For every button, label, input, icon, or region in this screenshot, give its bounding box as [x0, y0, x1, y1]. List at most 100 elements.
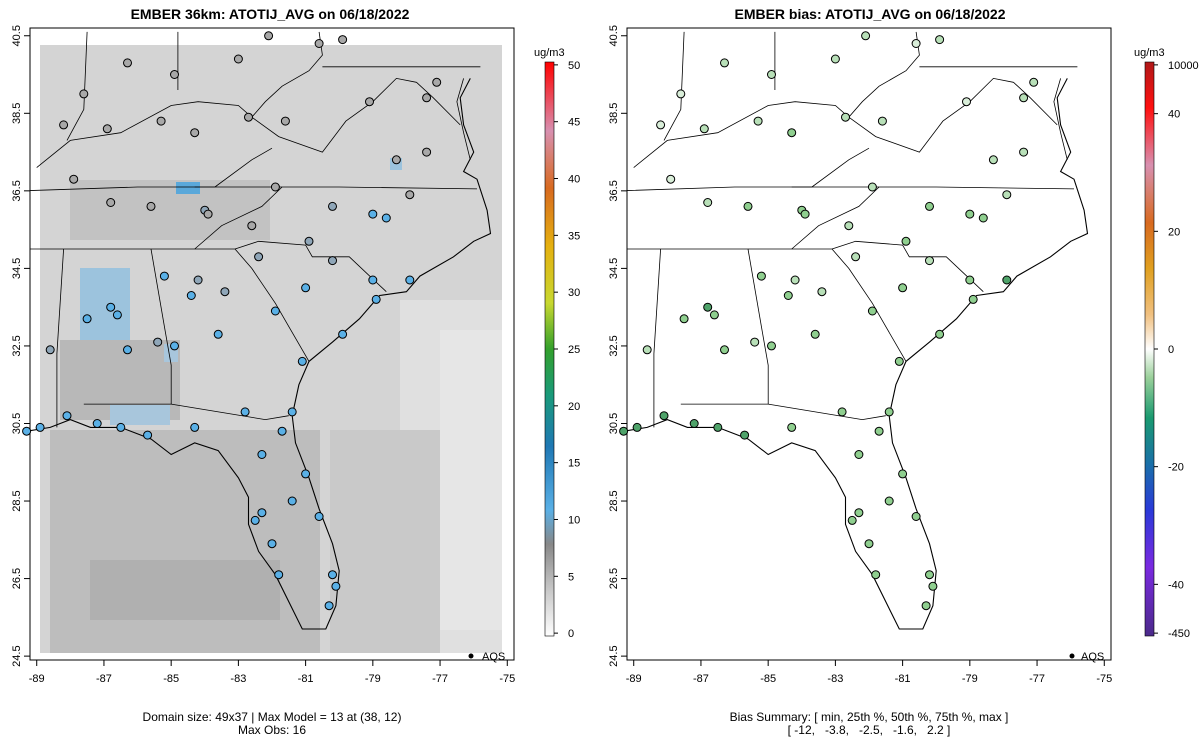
left-site-marker — [301, 283, 311, 293]
left-boundary-wv — [251, 77, 417, 153]
left-colorbar-tick-label: 5 — [568, 571, 574, 583]
left-site-marker — [102, 124, 112, 134]
right-site-marker — [854, 450, 864, 459]
left-boundary-chesapeake — [456, 78, 471, 160]
right-site-marker — [925, 201, 934, 211]
right-site-marker — [847, 515, 857, 525]
left-y-tick-label: 30.5 — [11, 413, 23, 434]
left-site-marker — [287, 496, 297, 506]
left-boundary-nc_va — [194, 186, 478, 190]
left-y-tick-label: 36.5 — [11, 180, 23, 201]
left-site-marker — [267, 539, 277, 549]
right-site-marker — [894, 356, 904, 366]
left-colorbar-ticks: 0 5 10 15 20 25 30 35 40 45 50 — [554, 60, 580, 640]
right-site-marker — [756, 271, 766, 281]
right-site-marker — [642, 345, 652, 355]
right-site-marker — [844, 221, 854, 231]
left-site-marker — [274, 570, 284, 580]
left-site-marker — [170, 341, 179, 351]
left-legend-label: AQS — [482, 651, 505, 663]
right-caption-line1: Bias Summary: [ min, 25th %, 50th %, 75t… — [729, 710, 1009, 724]
right-boundary-ky_tn — [627, 186, 812, 191]
right-site-marker — [935, 329, 945, 339]
left-site-marker — [338, 329, 348, 339]
left-site-marker — [338, 35, 348, 45]
left-site-marker — [79, 89, 89, 99]
right-site-marker — [867, 306, 877, 316]
left-site-marker — [186, 291, 196, 300]
left-y-tick-label: 34.5 — [11, 258, 23, 279]
right-boundary-sc_ga — [831, 248, 907, 362]
right-x-tick-label: -81 — [895, 673, 911, 685]
right-site-marker — [800, 209, 810, 219]
left-site-marker — [69, 174, 79, 184]
left-caption-line2: Max Obs: 16 — [237, 723, 307, 737]
right-boundary-in_il — [663, 31, 685, 141]
right-boundary-coast — [627, 78, 1089, 630]
model-field-coast-blue — [110, 405, 170, 425]
right-site-marker — [962, 97, 971, 107]
right-site-marker — [884, 496, 894, 506]
left-boundary-sc_ga — [234, 248, 310, 362]
right-colorbar-ticks: -450 -40 -20 0 20 40 10000 — [1154, 60, 1199, 640]
left-site-marker — [22, 426, 32, 436]
right-site-marker — [851, 252, 861, 262]
right-axes: -89 -87 -85 -83 -81 -79 -77 -75 24.5 26.5 28.5 30.5… — [608, 25, 1112, 685]
right-x-tick-label: -89 — [626, 673, 642, 685]
left-site-marker — [156, 116, 166, 126]
right-x-tick-label: -77 — [1029, 673, 1045, 685]
left-x-tick-label: -79 — [365, 673, 381, 685]
left-colorbar-tick-label: 45 — [568, 117, 580, 129]
left-site-marker — [45, 345, 55, 355]
right-boundary-tn_nc — [791, 186, 880, 250]
right-legend-label: AQS — [1081, 651, 1104, 663]
left-site-marker — [203, 209, 213, 219]
left-site-marker — [190, 128, 200, 138]
left-site-marker — [301, 469, 311, 479]
right-x-tick-label: -87 — [693, 673, 709, 685]
right-site-marker — [1002, 275, 1012, 285]
right-map-outline — [627, 31, 1089, 630]
left-colorbar-unit: ug/m3 — [534, 47, 565, 59]
left-site-marker — [270, 182, 280, 192]
right-site-marker — [666, 174, 676, 184]
left-colorbar-tick-label: 20 — [568, 401, 580, 413]
right-site-marker — [921, 601, 931, 611]
left-site-marker — [314, 512, 324, 521]
right-site-marker — [841, 112, 850, 122]
right-site-marker — [787, 422, 797, 432]
right-colorbar-tick-label: 40 — [1168, 109, 1180, 121]
model-field-south-mid — [330, 430, 440, 653]
right-site-marker — [1029, 77, 1039, 87]
right-site-marker — [703, 198, 713, 207]
right-y-tick-label: 40.5 — [608, 25, 620, 46]
left-site-marker — [254, 252, 264, 262]
left-site-marker — [381, 213, 391, 223]
right-site-marker — [898, 283, 908, 293]
right-site-marker — [871, 570, 881, 580]
left-site-marker — [159, 271, 169, 281]
right-colorbar-tick-label: -40 — [1168, 579, 1184, 591]
left-legend-dot-icon — [468, 653, 474, 659]
model-field-ocean-light — [440, 330, 502, 630]
left-site-marker — [270, 306, 280, 316]
right-site-marker — [867, 182, 877, 192]
right-boundary-ky_va — [811, 147, 870, 188]
right-colorbar-tick-label: 10000 — [1168, 60, 1199, 72]
left-site-marker — [213, 329, 223, 339]
right-site-marker — [884, 407, 894, 417]
left-site-marker — [331, 581, 341, 591]
right-site-markers — [619, 31, 1039, 611]
model-field-tn-blue — [176, 182, 200, 194]
left-model-field — [40, 45, 502, 653]
left-site-marker — [304, 236, 314, 246]
right-boundary-wv — [848, 77, 1014, 153]
left-boundary-al_fl — [83, 403, 289, 421]
right-site-marker — [901, 236, 911, 246]
right-legend-dot-icon — [1069, 653, 1075, 659]
left-site-marker — [233, 54, 243, 64]
right-colorbar-tick-label: -450 — [1168, 628, 1190, 640]
right-caption-line2: [ -12, -3.8, -2.5, -1.6, 2.2 ] — [787, 723, 951, 737]
left-colorbar-tick-label: 30 — [568, 287, 580, 299]
left-panel-title: EMBER 36km: ATOTIJ_AVG on 06/18/2022 — [130, 6, 410, 22]
